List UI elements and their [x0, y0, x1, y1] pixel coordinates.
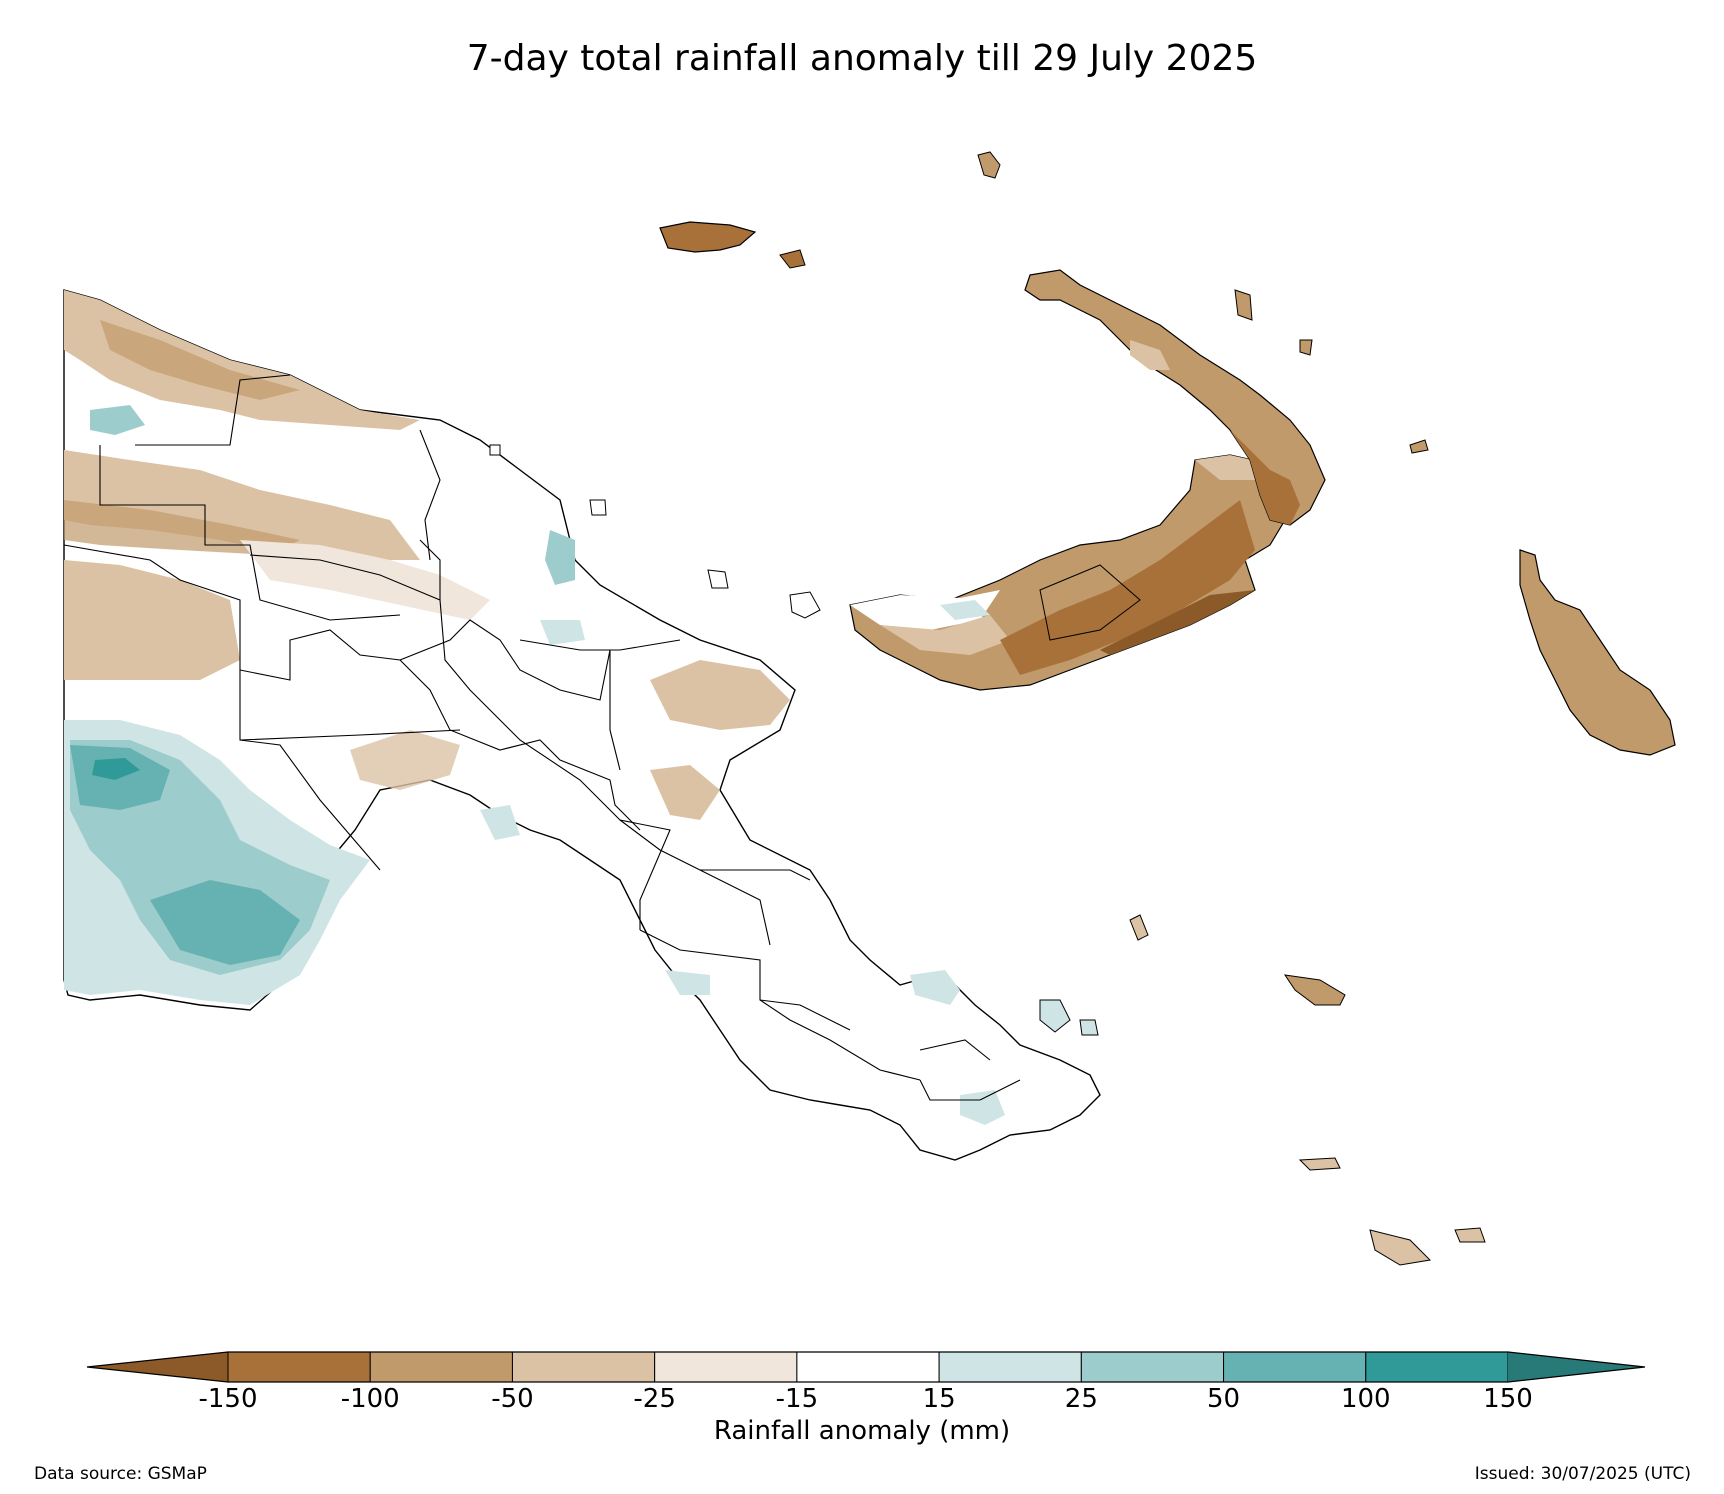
manus-island	[659, 221, 806, 269]
colorbar-tick-label: 100	[1340, 1384, 1391, 1414]
colorbar-tick-label: -150	[198, 1384, 258, 1414]
bougainville-island	[1519, 549, 1676, 756]
small-islands	[489, 151, 1486, 1266]
colorbar-bin	[1223, 1351, 1367, 1383]
mainland	[63, 289, 1101, 1161]
data-source-note: Data source: GSMaP	[34, 1464, 207, 1484]
colorbar-label: Rainfall anomaly (mm)	[713, 1416, 1011, 1446]
colorbar-bin	[654, 1351, 798, 1383]
colorbar-tick-label: 15	[922, 1384, 956, 1414]
colorbar-extend-high	[1508, 1352, 1645, 1382]
colorbar-bin	[938, 1351, 1082, 1383]
colorbar-bin	[1365, 1351, 1509, 1383]
colorbar-bin	[1080, 1351, 1225, 1383]
colorbar-tick-label: 50	[1207, 1384, 1241, 1414]
new-ireland-island	[1024, 269, 1326, 526]
colorbar-bin	[369, 1351, 513, 1383]
colorbar-extend-low	[87, 1352, 228, 1382]
colorbar-tick-label: 150	[1483, 1384, 1533, 1414]
colorbar-tick-label: -100	[340, 1384, 400, 1414]
new-britain-island	[849, 454, 1286, 691]
colorbar-bin	[511, 1351, 656, 1383]
colorbar-tick-label: -25	[633, 1384, 676, 1414]
colorbar-tick-label: -50	[491, 1384, 534, 1414]
colorbar-bin	[796, 1351, 940, 1383]
map-title: 7-day total rainfall anomaly till 29 Jul…	[466, 38, 1258, 79]
colorbar-tick-label: 25	[1064, 1384, 1098, 1414]
colorbar-bin	[227, 1351, 371, 1383]
issued-date-note: Issued: 30/07/2025 (UTC)	[1474, 1464, 1691, 1484]
colorbar-tick-label: -15	[775, 1384, 819, 1414]
